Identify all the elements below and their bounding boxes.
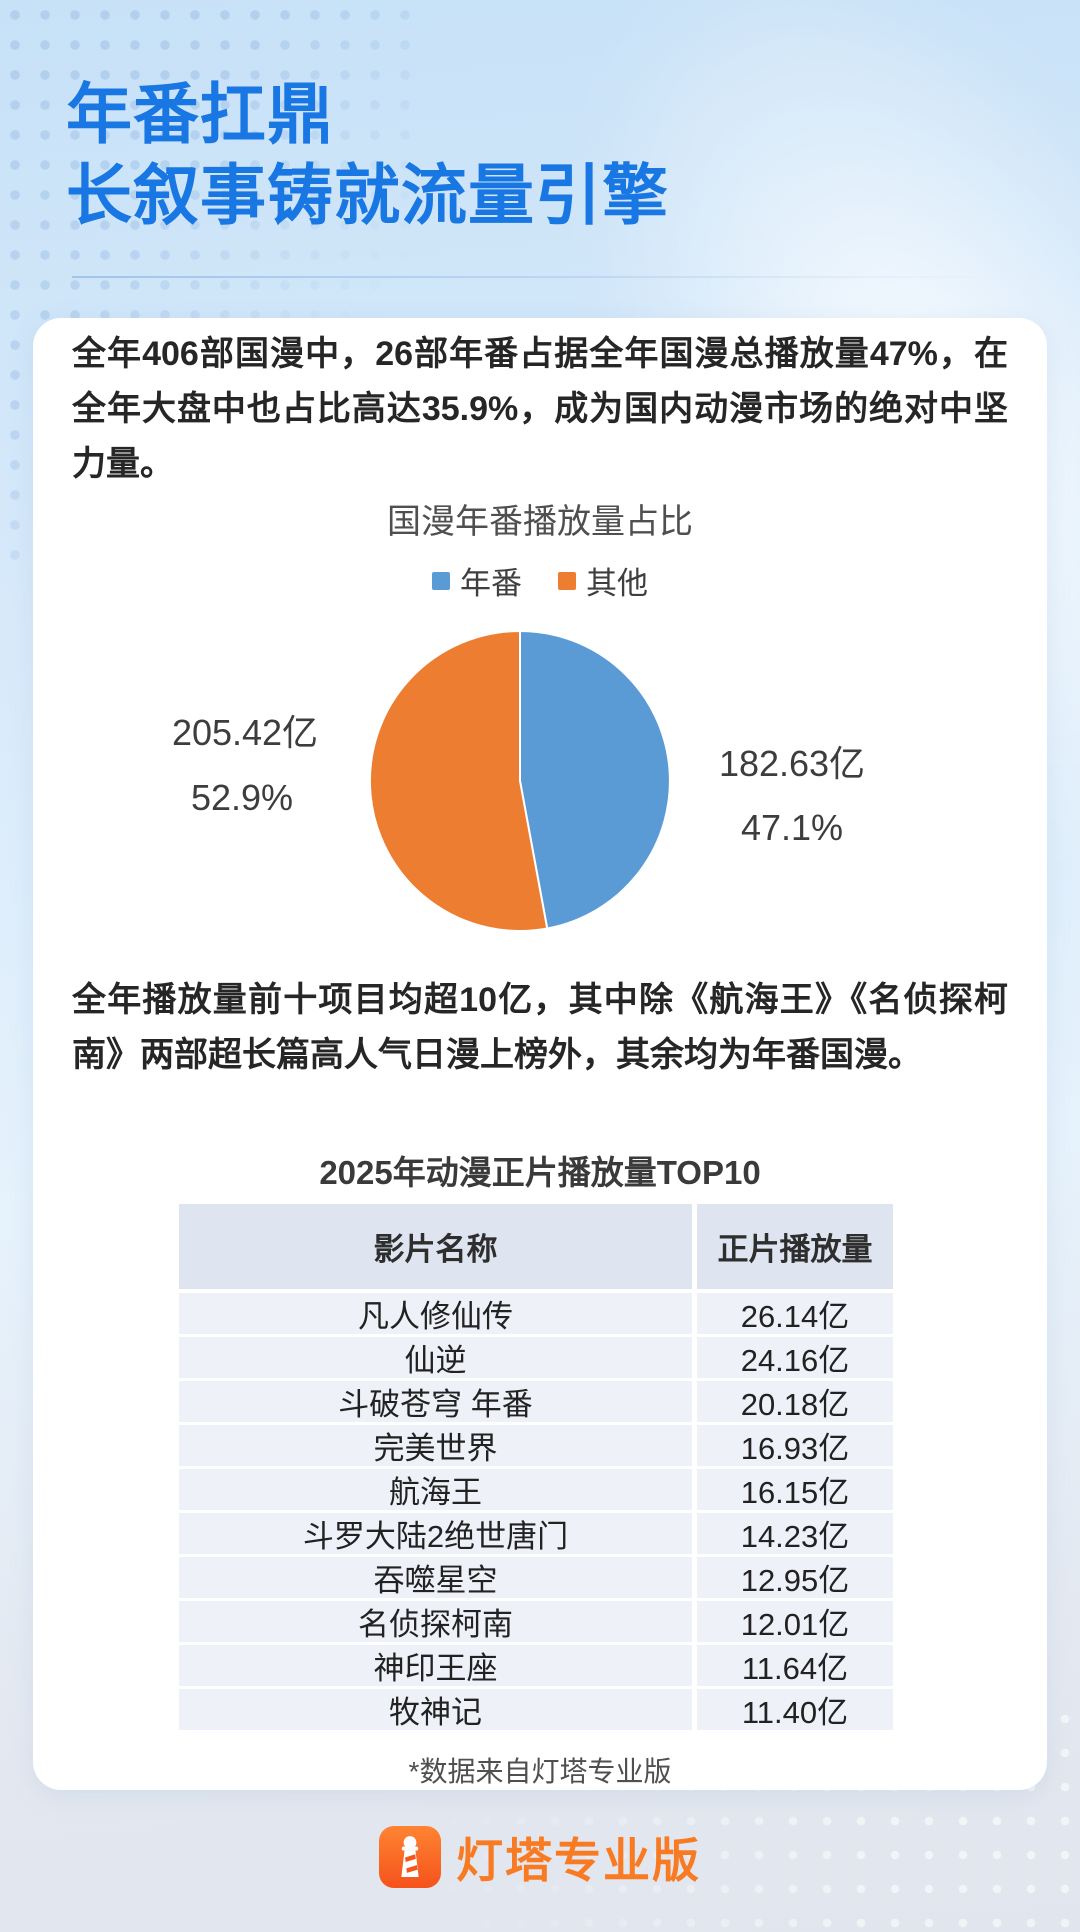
pie-chart <box>368 629 671 932</box>
playcount-cell: 11.40亿 <box>697 1689 893 1730</box>
playcount-cell: 20.18亿 <box>697 1381 893 1422</box>
pie-label-nianfan-pct: 47.1% <box>740 807 844 848</box>
playcount-cell: 12.95亿 <box>697 1557 893 1598</box>
brand-name: 灯塔专业版 <box>456 1834 701 1887</box>
table-row: 凡人修仙传 26.14亿 <box>179 1293 893 1334</box>
movie-name-cell: 仙逆 <box>179 1337 692 1378</box>
legend-item-niafan: 年番 <box>432 558 522 603</box>
table-row: 斗罗大陆2绝世唐门 14.23亿 <box>179 1513 893 1554</box>
brand-footer: 灯塔专业版 <box>0 1822 1080 1891</box>
movie-name-cell: 吞噬星空 <box>179 1557 692 1598</box>
table-row: 神印王座 11.64亿 <box>179 1645 893 1686</box>
playcount-cell: 16.93亿 <box>697 1425 893 1466</box>
table-row: 吞噬星空 12.95亿 <box>179 1557 893 1598</box>
title-divider <box>72 276 1006 278</box>
movie-name-cell: 神印王座 <box>179 1645 692 1686</box>
pie-slice-nianfan <box>519 629 671 930</box>
table-row: 斗破苍穹 年番 20.18亿 <box>179 1381 893 1422</box>
playcount-cell: 12.01亿 <box>697 1601 893 1642</box>
pie-label-other-value: 205.42亿 <box>171 712 319 753</box>
table-row: 完美世界 16.93亿 <box>179 1425 893 1466</box>
lighthouse-icon <box>379 1825 441 1888</box>
playcount-cell: 24.16亿 <box>697 1337 893 1378</box>
content-card: 全年406部国漫中，26部年番占据全年国漫总播放量47%，在全年大盘中也占比高达… <box>33 318 1047 1790</box>
movie-name-cell: 凡人修仙传 <box>179 1293 692 1334</box>
column-header-name: 影片名称 <box>179 1204 692 1289</box>
page-title-line2: 长叙事铸就流量引擎 <box>66 158 669 232</box>
intro-paragraph: 全年406部国漫中，26部年番占据全年国漫总播放量47%，在全年大盘中也占比高达… <box>72 335 1008 483</box>
pie-label-other-pct: 52.9% <box>190 777 294 818</box>
column-header-playcount: 正片播放量 <box>697 1204 893 1289</box>
table-header-row: 影片名称 正片播放量 <box>179 1204 893 1289</box>
legend-swatch <box>558 571 576 590</box>
legend-item-other: 其他 <box>558 558 648 603</box>
movie-name-cell: 牧神记 <box>179 1689 692 1730</box>
pie-label-nianfan-value: 182.63亿 <box>718 743 866 784</box>
playcount-cell: 14.23亿 <box>697 1513 893 1554</box>
page-title-line1: 年番扛鼎 <box>66 77 334 151</box>
pie-slice-other <box>368 629 549 932</box>
top10-paragraph: 全年播放量前十项目均超10亿，其中除《航海王》《名侦探柯南》两部超长篇高人气日漫… <box>72 981 1008 1074</box>
legend-swatch <box>432 571 450 590</box>
legend-label: 年番 <box>460 566 522 601</box>
top10-table: 影片名称 正片播放量 凡人修仙传 26.14亿 仙逆 24.16亿 斗破苍穹 年… <box>179 1204 893 1733</box>
data-source-note: *数据来自灯塔专业版 <box>408 1756 672 1787</box>
table-row: 牧神记 11.40亿 <box>179 1689 893 1730</box>
table-row: 仙逆 24.16亿 <box>179 1337 893 1378</box>
table-row: 航海王 16.15亿 <box>179 1469 893 1510</box>
movie-name-cell: 斗罗大陆2绝世唐门 <box>179 1513 692 1554</box>
movie-name-cell: 名侦探柯南 <box>179 1601 692 1642</box>
pie-chart-title: 国漫年番播放量占比 <box>387 503 693 541</box>
playcount-cell: 26.14亿 <box>697 1293 893 1334</box>
playcount-cell: 11.64亿 <box>697 1645 893 1686</box>
playcount-cell: 16.15亿 <box>697 1469 893 1510</box>
legend-label: 其他 <box>586 566 648 601</box>
pie-legend: 年番 其他 <box>33 558 1047 603</box>
movie-name-cell: 完美世界 <box>179 1425 692 1466</box>
movie-name-cell: 斗破苍穹 年番 <box>179 1381 692 1422</box>
table-title: 2025年动漫正片播放量TOP10 <box>319 1154 761 1191</box>
page-title: 年番扛鼎 长叙事铸就流量引擎 <box>66 74 669 236</box>
movie-name-cell: 航海王 <box>179 1469 692 1510</box>
table-row: 名侦探柯南 12.01亿 <box>179 1601 893 1642</box>
